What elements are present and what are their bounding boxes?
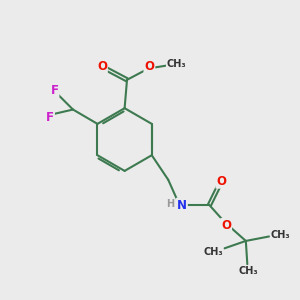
Text: F: F [46, 111, 54, 124]
Text: CH₃: CH₃ [271, 230, 290, 240]
Text: F: F [50, 84, 59, 97]
Text: O: O [221, 219, 231, 232]
Text: N: N [177, 199, 187, 212]
Text: O: O [144, 61, 154, 74]
Text: CH₃: CH₃ [167, 59, 186, 69]
Text: O: O [216, 175, 226, 188]
Text: CH₃: CH₃ [238, 266, 258, 276]
Text: H: H [167, 199, 175, 209]
Text: O: O [97, 60, 107, 73]
Text: CH₃: CH₃ [203, 247, 223, 257]
